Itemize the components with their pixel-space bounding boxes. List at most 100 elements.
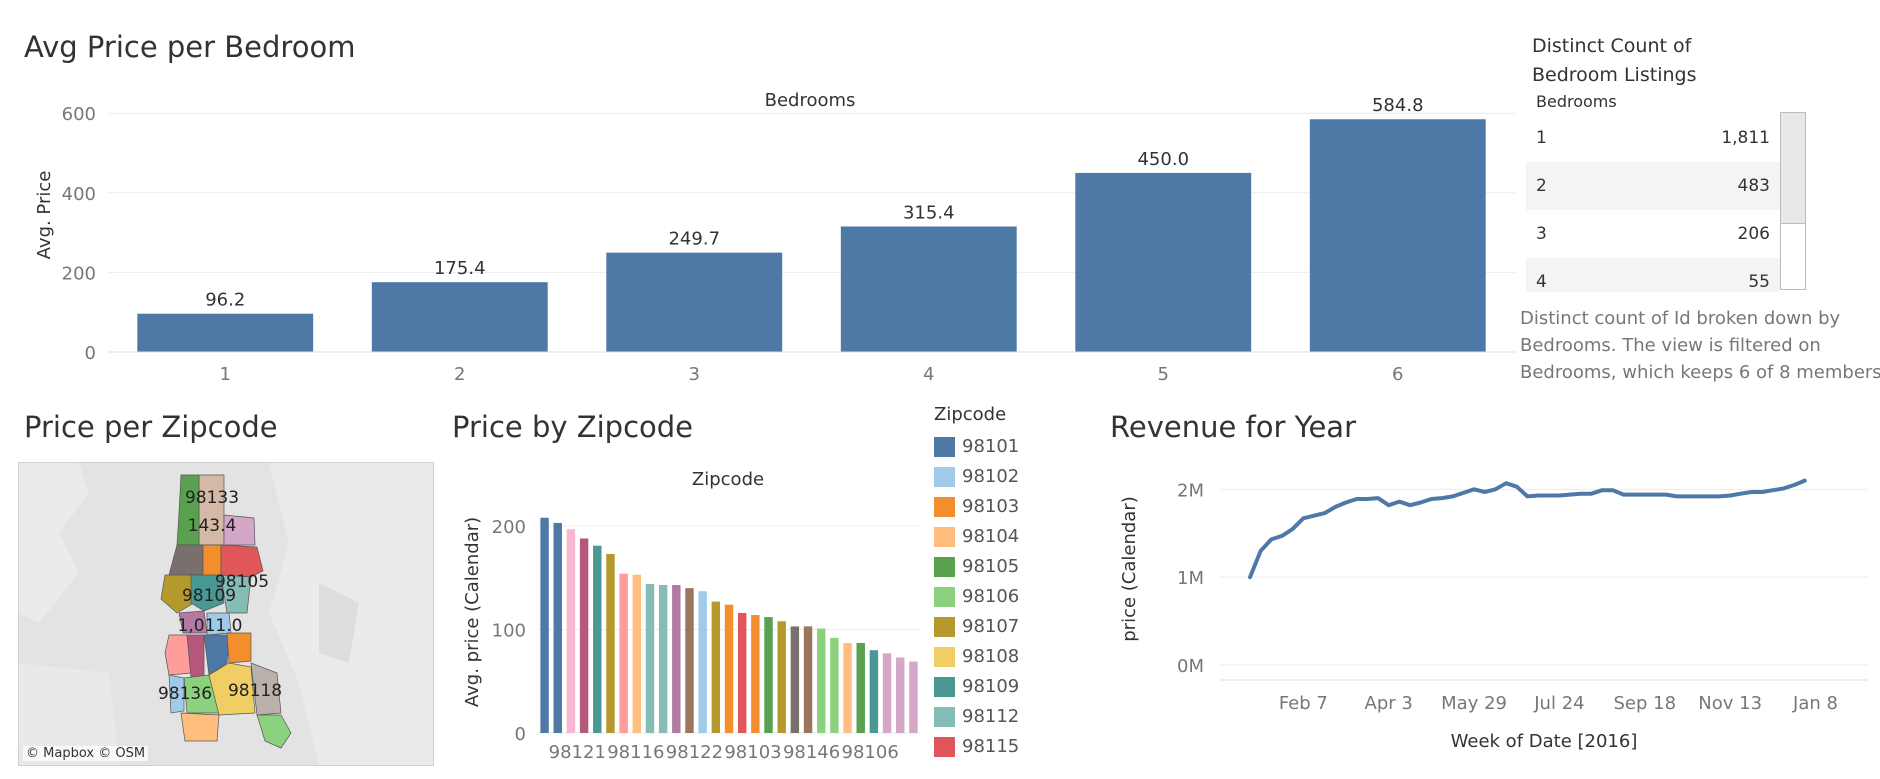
- bedroom-x-tick-label: 4: [923, 364, 934, 385]
- bedroom-x-tick-label: 6: [1392, 364, 1403, 385]
- zipcode-bar[interactable]: [896, 657, 905, 733]
- zipcode-bar[interactable]: [790, 626, 800, 733]
- rev-y-tick-label: 2M: [1177, 480, 1204, 501]
- legend-item[interactable]: 98112: [930, 702, 1050, 732]
- zip-region[interactable]: [168, 544, 204, 576]
- zip-region[interactable]: [220, 574, 252, 614]
- zip-region[interactable]: [180, 712, 220, 742]
- price-by-zipcode-title: Price by Zipcode: [452, 410, 694, 444]
- zip-region[interactable]: [256, 714, 292, 749]
- zipcode-bar[interactable]: [579, 538, 589, 733]
- zipcode-bar[interactable]: [540, 517, 549, 733]
- zipcode-bar[interactable]: [553, 522, 562, 733]
- zipcode-legend[interactable]: Zipcode 98101 98102 98103 98104 98105 98106 98…: [930, 402, 1050, 764]
- zip-region[interactable]: [160, 574, 195, 614]
- zip-region[interactable]: [164, 634, 192, 676]
- scrollbar-thumb[interactable]: [1781, 113, 1805, 224]
- zipcode-bar[interactable]: [737, 612, 747, 733]
- zip-region[interactable]: [223, 514, 256, 546]
- zipcode-bar[interactable]: [724, 604, 734, 733]
- zipcode-bar[interactable]: [803, 626, 813, 733]
- zipcode-bar[interactable]: [593, 545, 602, 733]
- zipcode-bar[interactable]: [672, 585, 681, 733]
- zip-region[interactable]: [190, 574, 225, 612]
- zip-region[interactable]: [208, 662, 256, 716]
- zipcode-bar[interactable]: [566, 529, 576, 733]
- zipcode-bar[interactable]: [869, 650, 879, 733]
- distinct-count-table[interactable]: Bedrooms 1 1,811 2 483 3 206 4 55: [1526, 92, 1808, 292]
- zipcode-bar[interactable]: [843, 642, 852, 733]
- legend-item[interactable]: 98109: [930, 672, 1050, 702]
- bedroom-bar[interactable]: [840, 226, 1017, 352]
- legend-item[interactable]: 98104: [930, 522, 1050, 552]
- zip-region[interactable]: [226, 632, 252, 664]
- legend-item-partial[interactable]: [930, 762, 1050, 764]
- bedroom-bar[interactable]: [1309, 119, 1486, 352]
- bedroom-bar[interactable]: [371, 282, 548, 352]
- map-attribution[interactable]: © Mapbox © OSM: [23, 746, 149, 761]
- zip-region[interactable]: [168, 674, 185, 714]
- legend-item[interactable]: 98101: [930, 432, 1050, 462]
- zipcode-x-tick-label: 98106: [842, 742, 899, 763]
- legend-item[interactable]: 98105: [930, 552, 1050, 582]
- zipcode-bar[interactable]: [882, 653, 892, 733]
- bed-y-tick-label: 600: [62, 104, 96, 125]
- zipcode-bar[interactable]: [777, 621, 786, 733]
- zipcode-bar[interactable]: [856, 642, 865, 733]
- avg-price-bar-chart: Bedrooms Avg. Price 0 200 400 600 96.2 175.4…: [34, 90, 1515, 385]
- zipcode-bar[interactable]: [606, 553, 615, 733]
- zipcode-bar[interactable]: [698, 591, 707, 733]
- zipcode-bar[interactable]: [619, 573, 628, 733]
- table-scrollbar[interactable]: [1780, 112, 1806, 290]
- bedroom-bar[interactable]: [137, 313, 314, 352]
- zip-y-tick-label: 200: [492, 517, 526, 538]
- distinct-count-title-line1: Distinct Count of: [1532, 35, 1692, 57]
- bed-y-tick-label: 0: [85, 343, 96, 364]
- rev-x-tick-label: Jul 24: [1533, 693, 1584, 714]
- bedroom-bar[interactable]: [606, 252, 783, 352]
- legend-item[interactable]: 98102: [930, 462, 1050, 492]
- zip-region[interactable]: [203, 634, 230, 676]
- legend-swatch: [934, 707, 955, 727]
- legend-swatch: [934, 647, 955, 667]
- map-label: 98109: [182, 586, 236, 606]
- legend-item[interactable]: 98107: [930, 612, 1050, 642]
- legend-label: 98102: [962, 466, 1020, 487]
- zip-region[interactable]: [220, 544, 264, 578]
- row-key: 4: [1536, 272, 1547, 292]
- bedroom-bar-value-label: 450.0: [1137, 149, 1189, 170]
- bedroom-bar[interactable]: [1075, 172, 1252, 352]
- zipcode-bar[interactable]: [632, 574, 642, 733]
- zip-y-tick-label: 100: [492, 621, 526, 642]
- legend-item[interactable]: 98106: [930, 582, 1050, 612]
- zipcode-map-shapes: 98133 143.4 98105 98109 1,011.0 98136 98…: [19, 463, 433, 765]
- table-row: 4 55: [1526, 258, 1780, 292]
- bedroom-bar-value-label: 584.8: [1372, 95, 1424, 116]
- legend-item[interactable]: 98108: [930, 642, 1050, 672]
- zipcode-bar[interactable]: [645, 583, 655, 733]
- bed-y-tick-label: 200: [62, 263, 96, 284]
- zip-region[interactable]: [250, 662, 282, 716]
- rev-y-tick-label: 0M: [1177, 656, 1204, 677]
- zipcode-bar[interactable]: [685, 588, 694, 733]
- legend-label: 98112: [962, 706, 1020, 727]
- revenue-x-axis-label: Week of Date [2016]: [1451, 731, 1638, 752]
- revenue-series-line[interactable]: [1248, 478, 1807, 580]
- revenue-y-axis-label: price (Calendar): [1119, 496, 1140, 642]
- legend-item[interactable]: 98103: [930, 492, 1050, 522]
- legend-item[interactable]: 98115: [930, 732, 1050, 762]
- table-row: 3 206: [1526, 210, 1780, 258]
- legend-swatch: [934, 527, 955, 547]
- zipcode-bar[interactable]: [816, 628, 826, 733]
- zipcode-bar[interactable]: [658, 585, 668, 733]
- zipcode-bar[interactable]: [909, 661, 918, 733]
- zipcode-bar[interactable]: [751, 615, 760, 733]
- zipcode-map[interactable]: 98133 143.4 98105 98109 1,011.0 98136 98…: [18, 462, 434, 766]
- zipcode-bar[interactable]: [764, 617, 773, 733]
- bedroom-x-tick-label: 1: [220, 364, 231, 385]
- zipcode-bar[interactable]: [830, 637, 839, 733]
- rev-x-tick-label: Feb 7: [1279, 693, 1328, 714]
- legend-label: 98104: [962, 526, 1020, 547]
- zipcode-bar[interactable]: [711, 601, 721, 733]
- legend-swatch: [934, 467, 955, 487]
